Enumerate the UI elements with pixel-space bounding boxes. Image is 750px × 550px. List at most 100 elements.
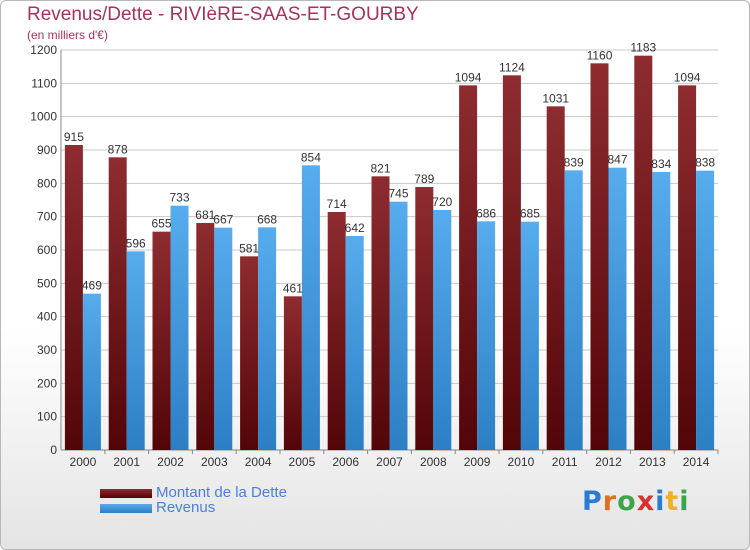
chart-title: Revenus/Dette - RIVIèRE-SAAS-ET-GOURBY — [27, 4, 419, 25]
x-tick-label: 2009 — [464, 455, 491, 469]
data-label: 733 — [169, 191, 189, 205]
data-label: 714 — [327, 197, 347, 211]
x-tick-label: 2011 — [552, 455, 578, 469]
bar-revenus — [126, 251, 145, 450]
bar-revenus — [696, 170, 715, 450]
x-tick-label: 2007 — [376, 455, 403, 469]
bar-debt — [634, 55, 653, 451]
bar-revenus — [564, 170, 583, 451]
bar-debt — [502, 75, 521, 450]
bar-debt — [546, 106, 565, 450]
legend-swatch-revenus — [100, 504, 152, 513]
bar-revenus — [214, 227, 233, 450]
data-label: 655 — [151, 217, 171, 231]
bar-debt — [108, 157, 127, 451]
y-tick-label: 300 — [37, 343, 57, 357]
data-label: 685 — [520, 207, 540, 221]
data-label: 834 — [651, 157, 671, 171]
proxiti-logo: Proxiti — [582, 486, 690, 517]
x-tick-label: 2012 — [595, 455, 622, 469]
logo-letter: i — [679, 486, 690, 517]
data-label: 915 — [64, 130, 84, 144]
bar-debt — [64, 145, 83, 450]
bar-revenus — [433, 210, 452, 450]
data-label: 668 — [257, 212, 277, 226]
logo-letter: x — [636, 486, 656, 517]
bar-revenus — [608, 167, 627, 450]
y-tick-label: 500 — [37, 276, 57, 290]
legend-label-debt: Montant de la Dette — [156, 484, 287, 501]
y-tick-label: 800 — [37, 176, 57, 190]
y-tick-label: 600 — [37, 243, 57, 257]
data-label: 821 — [370, 161, 390, 175]
legend-swatch-debt — [100, 489, 152, 498]
bar-debt — [327, 212, 346, 450]
data-label: 745 — [388, 187, 408, 201]
bar-debt — [152, 231, 171, 450]
logo-letter: t — [665, 486, 680, 517]
data-label: 720 — [432, 195, 452, 209]
y-tick-label: 200 — [37, 376, 57, 390]
data-label: 878 — [108, 142, 128, 156]
bar-revenus — [652, 172, 671, 450]
data-label: 1094 — [455, 70, 482, 84]
x-tick-label: 2004 — [245, 455, 272, 469]
data-label: 1094 — [674, 70, 701, 84]
y-tick-label: 1100 — [31, 76, 57, 90]
data-label: 461 — [283, 281, 303, 295]
y-tick-label: 1000 — [30, 110, 57, 124]
data-label: 642 — [345, 221, 365, 235]
bar-revenus — [345, 236, 364, 450]
legend-label-revenus: Revenus — [156, 499, 216, 516]
x-tick-label: 2001 — [113, 455, 140, 469]
data-label: 1124 — [499, 60, 525, 74]
data-label: 789 — [414, 172, 434, 186]
bar-revenus — [520, 221, 539, 450]
y-tick-label: 0 — [50, 443, 57, 457]
bar-debt — [196, 223, 215, 450]
data-label: 847 — [607, 153, 627, 167]
data-label: 667 — [213, 213, 233, 227]
data-label: 686 — [476, 206, 496, 220]
bar-debt — [371, 176, 390, 451]
x-tick-label: 2010 — [508, 455, 535, 469]
bar-revenus — [258, 227, 277, 450]
x-tick-label: 2006 — [332, 455, 359, 469]
data-label: 854 — [301, 150, 321, 164]
x-tick-label: 2013 — [639, 455, 666, 469]
data-label: 469 — [82, 279, 102, 293]
x-tick-label: 2000 — [70, 455, 97, 469]
bars-layer — [64, 55, 715, 451]
logo-letter: o — [617, 486, 637, 517]
logo-letter: r — [602, 486, 618, 517]
y-tick-label: 100 — [37, 410, 57, 424]
bar-revenus — [477, 221, 496, 450]
data-label: 681 — [195, 208, 215, 222]
y-tick-label: 1200 — [30, 43, 57, 57]
bar-revenus — [170, 205, 189, 450]
logo-letter: i — [655, 486, 666, 517]
y-tick-label: 400 — [37, 310, 57, 324]
bar-debt — [283, 296, 302, 450]
bar-revenus — [301, 165, 320, 451]
bar-revenus — [389, 201, 408, 450]
data-label: 838 — [695, 156, 715, 170]
data-label: 1183 — [630, 41, 656, 55]
data-label: 596 — [126, 236, 146, 250]
x-tick-label: 2002 — [157, 455, 184, 469]
y-tick-label: 700 — [37, 210, 57, 224]
bar-debt — [678, 85, 697, 450]
bar-debt — [240, 256, 259, 450]
logo-letter: P — [582, 486, 603, 517]
data-label: 839 — [564, 155, 584, 169]
x-tick-label: 2003 — [201, 455, 228, 469]
bar-revenus — [82, 293, 101, 450]
x-tick-label: 2014 — [683, 455, 710, 469]
y-tick-label: 900 — [37, 143, 57, 157]
data-label: 581 — [239, 241, 259, 255]
labels-layer: 0 100 200 300 400 500 600 700 800 900 1000 1100 1200… — [30, 41, 715, 469]
data-label: 1160 — [587, 48, 613, 62]
x-tick-label: 2008 — [420, 455, 447, 469]
bar-debt — [415, 187, 434, 450]
